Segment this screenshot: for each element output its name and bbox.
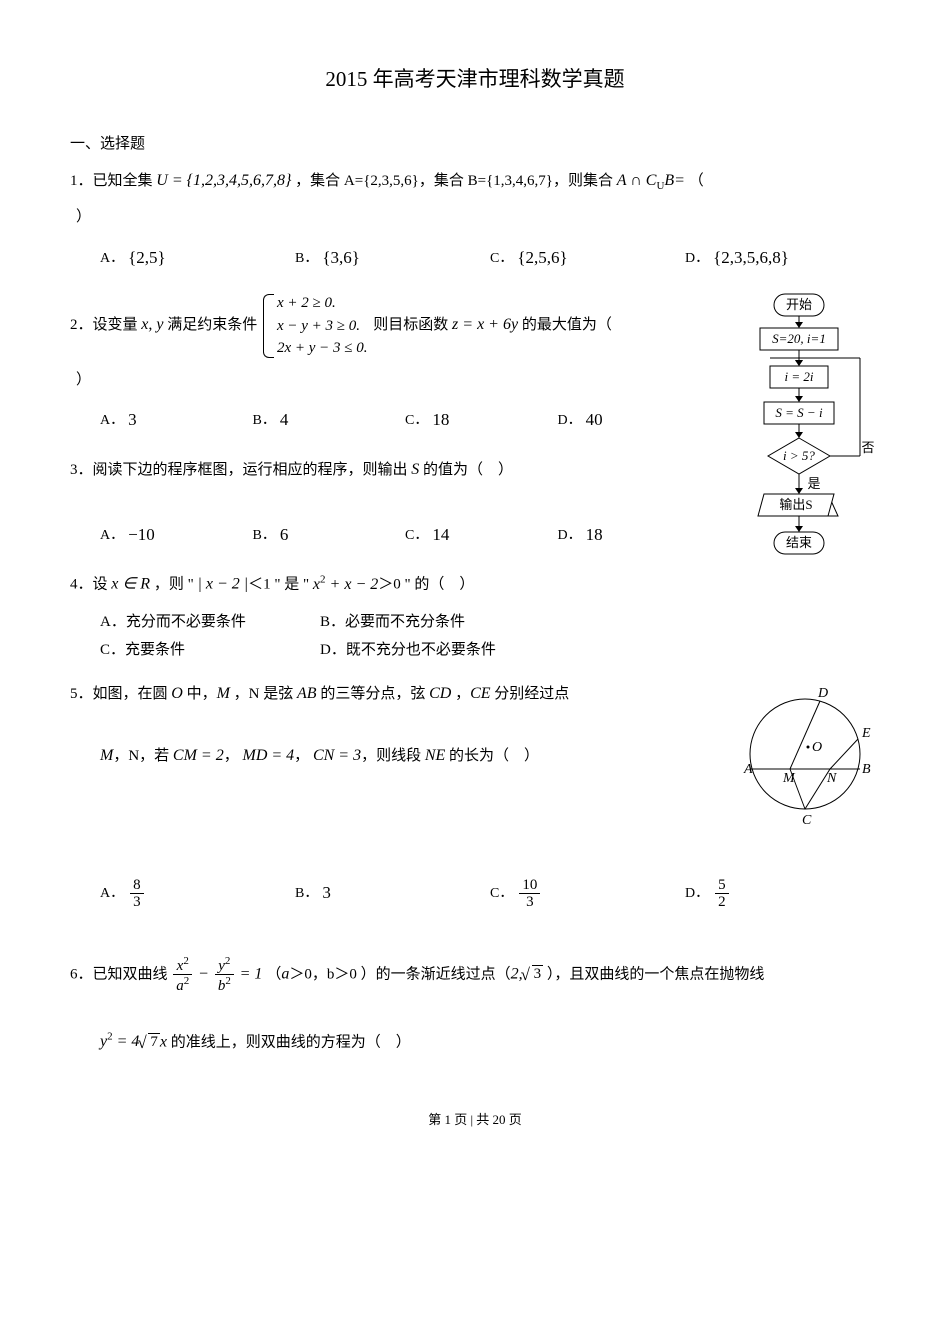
q4-mid2: " 是 " bbox=[274, 577, 313, 593]
q4-cond1: x ∈ R bbox=[111, 576, 150, 593]
question-6-line1: 6．已知双曲线 x2a2 − y2b2 = 1 （a＞0，b＞0 ）的一条渐近线… bbox=[70, 955, 880, 995]
q5-opt-b: 3 bbox=[322, 883, 331, 902]
question-5-line2: M，N，若 CM = 2， MD = 4， CN = 3，则线段 NE 的长为（… bbox=[100, 741, 880, 771]
q1-opt-c: {2,5,6} bbox=[517, 248, 567, 267]
flow-step2: S = S − i bbox=[775, 405, 823, 420]
q2-prefix: 2．设变量 bbox=[70, 317, 141, 333]
q3-var: S bbox=[411, 461, 419, 478]
q4-opt-d: D．既不充分也不必要条件 bbox=[320, 636, 540, 665]
q4-opt-c: C．充要条件 bbox=[100, 636, 320, 665]
q1-u: U = {1,2,3,4,5,6,7,8} bbox=[156, 172, 291, 189]
svg-text:E: E bbox=[861, 726, 871, 741]
q2-opt-d: 40 bbox=[586, 410, 603, 429]
q2-vars: x, y bbox=[141, 316, 163, 333]
svg-text:M: M bbox=[782, 771, 796, 786]
question-5-line1: 5．如图，在圆 O 中，M ，N 是弦 AB 的三等分点，弦 CD ，CE 分别… bbox=[70, 679, 880, 709]
q2-mid2: 则目标函数 bbox=[373, 317, 452, 333]
q3-text: 3．阅读下边的程序框图，运行相应的程序，则输出 bbox=[70, 462, 411, 478]
q1-mid: ，集合 A={2,3,5,6}，集合 B={1,3,4,6,7}，则集合 bbox=[295, 173, 617, 189]
q5-opt-a: 83 bbox=[130, 877, 144, 911]
q4-opt-b: B．必要而不充分条件 bbox=[320, 608, 540, 637]
page-title: 2015 年高考天津市理科数学真题 bbox=[70, 60, 880, 100]
question-1: 1．已知全集 U = {1,2,3,4,5,6,7,8} ，集合 A={2,3,… bbox=[70, 166, 880, 197]
svg-text:N: N bbox=[826, 771, 837, 786]
svg-text:C: C bbox=[802, 813, 812, 828]
q4-e2b: ＞0 bbox=[378, 577, 401, 593]
flow-step1: i = 2i bbox=[785, 369, 814, 384]
q4-prefix: 4．设 bbox=[70, 577, 111, 593]
q4-e1b: ＜1 bbox=[248, 577, 271, 593]
opt-label-a: A． bbox=[100, 251, 124, 266]
q4-opt-a: A．充分而不必要条件 bbox=[100, 608, 320, 637]
q2-opt-c: 18 bbox=[432, 410, 449, 429]
q4-tail: " 的（ ） bbox=[405, 577, 475, 593]
q2-tail: 的最大值为（ bbox=[522, 317, 612, 333]
q1-opt-b: {3,6} bbox=[322, 248, 360, 267]
q2-system: x + 2 ≥ 0. x − y + 3 ≥ 0. 2x + y − 3 ≤ 0… bbox=[263, 292, 368, 360]
page-footer: 第 1 页 | 共 20 页 bbox=[70, 1108, 880, 1133]
q2-opt-a: 3 bbox=[128, 410, 137, 429]
q1-close: ） bbox=[76, 203, 880, 232]
opt-label-d: D． bbox=[685, 251, 709, 266]
q1-opt-a: {2,5} bbox=[128, 248, 166, 267]
opt-label-c: C． bbox=[490, 251, 513, 266]
q4-mid1: ，则 " bbox=[154, 577, 198, 593]
q2-obj: z = x + 6y bbox=[452, 316, 518, 333]
opt-label-b: B． bbox=[295, 251, 318, 266]
q1-tail: （ bbox=[689, 173, 704, 189]
q2-opt-b: 4 bbox=[280, 410, 289, 429]
q4-e2: x2 + x − 2 bbox=[313, 576, 378, 593]
q3-opt-c: 14 bbox=[432, 525, 449, 544]
section-heading: 一、选择题 bbox=[70, 130, 880, 159]
q3-tail: 的值为（ ） bbox=[423, 462, 513, 478]
question-3: 3．阅读下边的程序框图，运行相应的程序，则输出 S 的值为（ ） bbox=[70, 455, 880, 485]
q6-frac2: y2b2 bbox=[215, 955, 234, 995]
q5-opt-c: 103 bbox=[519, 877, 540, 911]
q6-frac1: x2a2 bbox=[173, 955, 192, 995]
q3-opt-a: −10 bbox=[128, 525, 155, 544]
q1-prefix: 1．已知全集 bbox=[70, 173, 156, 189]
q4-options: A．充分而不必要条件 B．必要而不充分条件 C．充要条件 D．既不充分也不必要条… bbox=[100, 608, 880, 665]
q3-opt-d: 18 bbox=[586, 525, 603, 544]
q3-opt-b: 6 bbox=[280, 525, 289, 544]
question-2: 2．设变量 x, y 满足约束条件 x + 2 ≥ 0. x − y + 3 ≥… bbox=[70, 292, 880, 360]
q1-opt-d: {2,3,5,6,8} bbox=[713, 248, 789, 267]
q1-expr: A ∩ CUB= bbox=[617, 172, 685, 189]
question-6-line2: y2 = 47x 的准线上，则双曲线的方程为（ ） bbox=[100, 1027, 880, 1058]
flow-no: 否 bbox=[861, 440, 874, 455]
q5-opt-d: 52 bbox=[715, 877, 729, 911]
flow-out: 输出S bbox=[779, 497, 812, 512]
flow-end: 结束 bbox=[786, 535, 812, 550]
q2-mid1: 满足约束条件 bbox=[167, 317, 261, 333]
q4-e1a: | x − 2 | bbox=[197, 576, 248, 593]
q5-options: A．83 B．3 C．103 D．52 bbox=[100, 877, 880, 911]
question-4: 4．设 x ∈ R ，则 " | x − 2 |＜1 " 是 " x2 + x … bbox=[70, 569, 880, 600]
q1-options: A． {2,5} B． {3,6} C． {2,5,6} D． {2,3,5,6,8} bbox=[100, 242, 880, 274]
